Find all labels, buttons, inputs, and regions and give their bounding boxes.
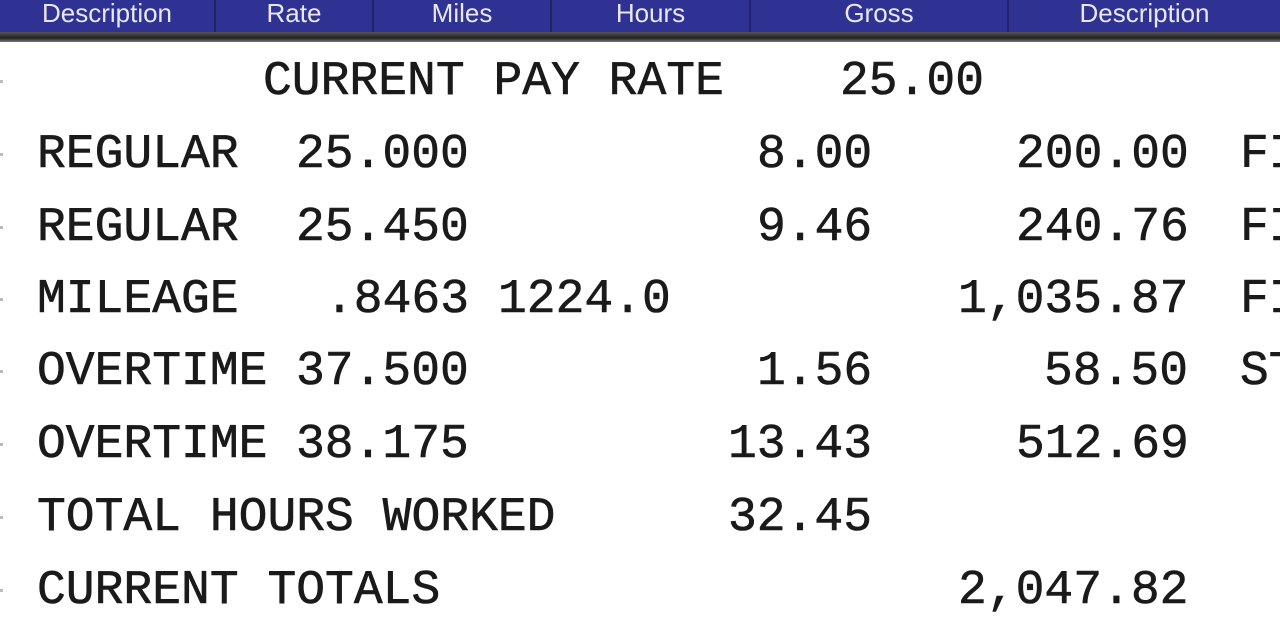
row-marker — [0, 153, 3, 156]
row-description: MILEAGE — [37, 273, 239, 327]
row-deduction: ST — [1240, 345, 1280, 399]
row-gross: 512.69 — [1016, 418, 1189, 472]
row-gross: 58.50 — [1044, 345, 1189, 399]
row-marker — [0, 589, 3, 592]
row-hours: 1.56 — [757, 345, 873, 399]
row-deduction: FI — [1240, 128, 1280, 182]
table-header: Description Rate Miles Hours Gross Descr… — [0, 0, 1280, 34]
row-gross: 2,047.82 — [958, 564, 1189, 618]
row-description: CURRENT PAY RATE — [263, 55, 724, 109]
row-hours: 9.46 — [757, 201, 873, 255]
row-marker — [0, 80, 3, 83]
column-header-description[interactable]: Description — [0, 0, 216, 32]
column-header-gross[interactable]: Gross — [751, 0, 1009, 32]
column-header-hours[interactable]: Hours — [552, 0, 751, 32]
row-description: REGULAR — [37, 128, 239, 182]
table-row: TOTAL HOURS WORKED 32.45 — [0, 482, 1280, 554]
row-rate: 25.450 — [296, 201, 469, 255]
row-gross: 1,035.87 — [958, 273, 1189, 327]
row-rate: 37.500 — [296, 345, 469, 399]
header-divider — [0, 32, 1280, 42]
column-header-rate[interactable]: Rate — [216, 0, 374, 32]
row-marker — [0, 516, 3, 519]
row-deduction: FI — [1240, 201, 1280, 255]
row-rate: 38.175 — [296, 418, 469, 472]
row-hours: 13.43 — [728, 418, 873, 472]
row-description: TOTAL HOURS WORKED — [37, 491, 556, 545]
table-row: REGULAR 25.450 9.46 240.76 FI — [0, 192, 1280, 264]
table-row: CURRENT TOTALS 2,047.82 — [0, 555, 1280, 627]
table-row: OVERTIME 37.500 1.56 58.50 ST — [0, 336, 1280, 408]
table-row: CURRENT PAY RATE 25.00 — [0, 46, 1280, 118]
row-description: OVERTIME — [37, 418, 268, 472]
table-row: REGULAR 25.000 8.00 200.00 FI — [0, 119, 1280, 191]
row-marker — [0, 443, 3, 446]
table-row: OVERTIME 38.175 13.43 512.69 — [0, 409, 1280, 481]
column-header-miles[interactable]: Miles — [374, 0, 552, 32]
row-pay-rate: 25.00 — [840, 55, 985, 109]
row-description: OVERTIME — [37, 345, 268, 399]
row-gross: 240.76 — [1016, 201, 1189, 255]
row-miles: 1224.0 — [498, 273, 671, 327]
row-description: CURRENT TOTALS — [37, 564, 441, 618]
row-deduction: FI — [1240, 273, 1280, 327]
row-marker — [0, 226, 3, 229]
row-description: REGULAR — [37, 201, 239, 255]
row-gross: 200.00 — [1016, 128, 1189, 182]
table-row: MILEAGE .8463 1224.0 1,035.87 FI — [0, 264, 1280, 336]
row-marker — [0, 298, 3, 301]
column-header-deduction-description[interactable]: Description — [1079, 0, 1210, 28]
row-hours: 8.00 — [757, 128, 873, 182]
row-rate: 25.000 — [296, 128, 469, 182]
row-marker — [0, 370, 3, 373]
row-rate: .8463 — [325, 273, 470, 327]
row-hours: 32.45 — [728, 491, 873, 545]
